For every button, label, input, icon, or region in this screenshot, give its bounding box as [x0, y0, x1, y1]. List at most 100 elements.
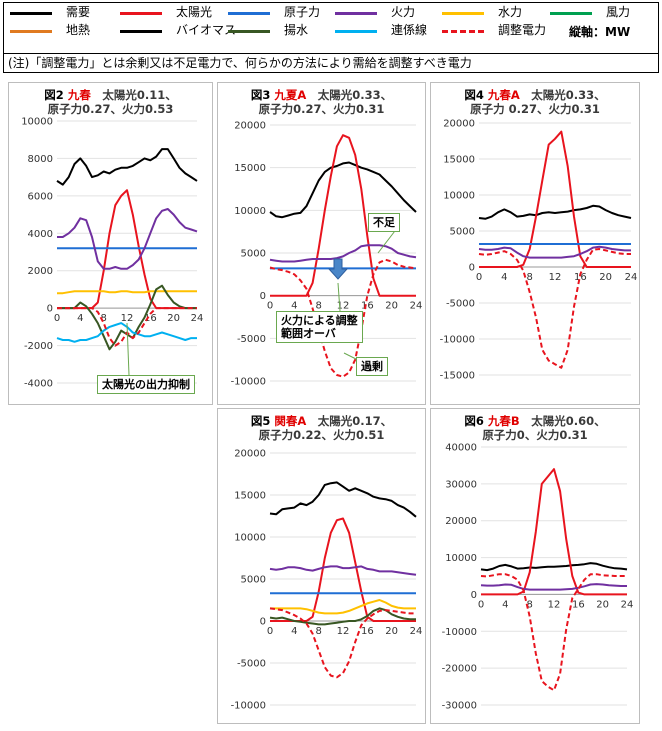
- legend-label: 火力: [391, 5, 416, 19]
- footnote: (注)「調整電力」とは余剰又は不足電力で、何らかの方法により需給を調整すべき電力: [3, 54, 659, 73]
- x-tick-label: 0: [267, 301, 273, 312]
- y-tick-label: 15000: [234, 491, 266, 502]
- x-tick-label: 20: [599, 272, 612, 283]
- callout-surplus: 過剰: [356, 357, 388, 376]
- legend-item-demand: 需要: [4, 4, 114, 21]
- chart-panel-fig4: -15000 -10000 -5000 0 5000 10000 15000 20000 0 4 8…: [430, 82, 640, 405]
- unit-label: 縦軸：MW: [569, 25, 631, 39]
- series-line: [269, 244, 417, 263]
- legend-swatch: [442, 30, 484, 33]
- x-tick-label: 0: [54, 313, 60, 324]
- chart-subtitle: 原子力0.22、火力0.51: [258, 428, 385, 442]
- x-tick-label: 8: [526, 272, 532, 283]
- y-tick-label: -10000: [440, 335, 475, 346]
- legend-swatch: [228, 30, 270, 33]
- series-line: [269, 481, 417, 518]
- x-tick-label: 16: [361, 626, 374, 637]
- legend-item-wind: 風力: [544, 4, 654, 21]
- legend-swatch: [228, 12, 270, 15]
- x-tick-label: 4: [502, 599, 508, 610]
- y-tick-label: 10000: [234, 533, 266, 544]
- y-tick-label: -10000: [442, 627, 477, 638]
- chart-subtitle: 原子力0.27、火力0.53: [47, 102, 174, 116]
- chart-title: 図2 九春 太陽光0.11、: [44, 88, 177, 102]
- legend-swatch: [442, 12, 484, 15]
- y-tick-label: -30000: [442, 701, 477, 712]
- series-line: [480, 562, 628, 572]
- chart-fig3: -10000 -5000 0 5000 10000 15000 20000 0 4 8 12 16 20…: [231, 121, 423, 388]
- y-tick-label: 40000: [445, 443, 477, 454]
- y-tick-label: 10000: [21, 117, 53, 128]
- chart-fig2: -4000 -2000 0 2000 4000 6000 8000 10000 0 4 8 12 16 2…: [21, 117, 204, 390]
- legend-item-hydro: 水力: [436, 4, 546, 21]
- y-tick-label: 5000: [241, 575, 266, 586]
- y-tick-label: -2000: [24, 341, 53, 352]
- series-line: [269, 607, 416, 679]
- chart-subtitle: 原子力 0.27、火力0.31: [470, 102, 600, 116]
- y-tick-label: 20000: [443, 119, 475, 130]
- chart-panel-fig3: -10000 -5000 0 5000 10000 15000 20000 0 4 8 12 16 20…: [217, 82, 426, 405]
- x-tick-label: 20: [385, 301, 398, 312]
- chart-panel-fig2: -4000 -2000 0 2000 4000 6000 8000 10000 0 4 8 12 16 2…: [8, 82, 213, 405]
- series-line: [478, 248, 631, 369]
- x-tick-label: 4: [291, 626, 297, 637]
- series-line: [480, 583, 627, 591]
- legend-label: 揚水: [284, 23, 309, 37]
- legend-swatch: [335, 30, 377, 33]
- legend-item-geothermal: 地熱: [4, 22, 114, 39]
- chart-title: 図6 九春B 太陽光0.60、: [464, 414, 606, 428]
- x-tick-label: 24: [191, 313, 204, 324]
- chart-fig4: -15000 -10000 -5000 0 5000 10000 15000 20000 0 4 8…: [440, 119, 638, 382]
- y-tick-label: 20000: [234, 449, 266, 460]
- callout-connector: [126, 322, 130, 376]
- x-tick-label: 4: [501, 272, 507, 283]
- series-line: [56, 148, 198, 186]
- chart-title: 図4 九春A 太陽光0.33、: [464, 88, 606, 102]
- series-line: [269, 161, 417, 219]
- y-tick-label: 0: [47, 304, 53, 315]
- chart-fig5: -10000 -5000 0 5000 10000 15000 20000 0 4 8 12 16 20…: [231, 449, 423, 712]
- x-tick-label: 0: [478, 599, 484, 610]
- x-tick-label: 8: [315, 301, 321, 312]
- x-tick-label: 12: [548, 599, 561, 610]
- y-tick-label: -15000: [440, 371, 475, 382]
- chart-title: 図3 九夏A 太陽光0.33、: [250, 88, 393, 102]
- y-tick-label: 15000: [443, 155, 475, 166]
- chart-panel-fig6: -30000 -20000 -10000 0 10000 20000 30000 40000 0…: [430, 408, 640, 724]
- x-tick-label: 4: [291, 301, 297, 312]
- y-tick-label: 0: [469, 263, 475, 274]
- series-line: [478, 245, 631, 259]
- y-tick-label: 2000: [28, 266, 53, 277]
- x-tick-label: 16: [361, 301, 374, 312]
- y-tick-label: 5000: [241, 249, 266, 260]
- chart-panel-fig5: -10000 -5000 0 5000 10000 15000 20000 0 4 8 12 16 20…: [217, 408, 426, 724]
- series-line: [57, 290, 197, 295]
- series-line: [57, 208, 198, 270]
- chart-fig6: -30000 -20000 -10000 0 10000 20000 30000 40000 0…: [442, 443, 634, 712]
- y-tick-label: -20000: [442, 664, 477, 675]
- series-line: [269, 607, 416, 626]
- callout-thermal-over-range: 火力による調整 範囲オーバ: [276, 311, 363, 343]
- y-tick-label: 20000: [234, 121, 266, 132]
- y-tick-label: 20000: [445, 516, 477, 527]
- legend-item-biomass: バイオマス: [114, 22, 236, 39]
- series-line: [269, 258, 417, 378]
- y-tick-label: 0: [471, 590, 477, 601]
- x-tick-label: 24: [410, 301, 423, 312]
- arrow-down-icon: [327, 258, 349, 280]
- series-line: [269, 565, 417, 576]
- y-tick-label: 10000: [445, 553, 477, 564]
- legend-label: 風力: [606, 5, 631, 19]
- y-tick-label: 8000: [28, 154, 53, 165]
- x-tick-label: 0: [267, 626, 273, 637]
- legend-label: 地熱: [66, 23, 91, 37]
- x-tick-label: 20: [167, 313, 180, 324]
- y-tick-label: 0: [260, 291, 266, 302]
- y-tick-label: -5000: [237, 659, 266, 670]
- y-tick-label: 10000: [234, 206, 266, 217]
- x-tick-label: 0: [476, 272, 482, 283]
- chart-title: 図5 関春A 太陽光0.17、: [250, 414, 393, 428]
- legend-label: 調整電力: [498, 23, 547, 37]
- legend-swatch: [550, 12, 592, 15]
- series-line: [479, 130, 631, 268]
